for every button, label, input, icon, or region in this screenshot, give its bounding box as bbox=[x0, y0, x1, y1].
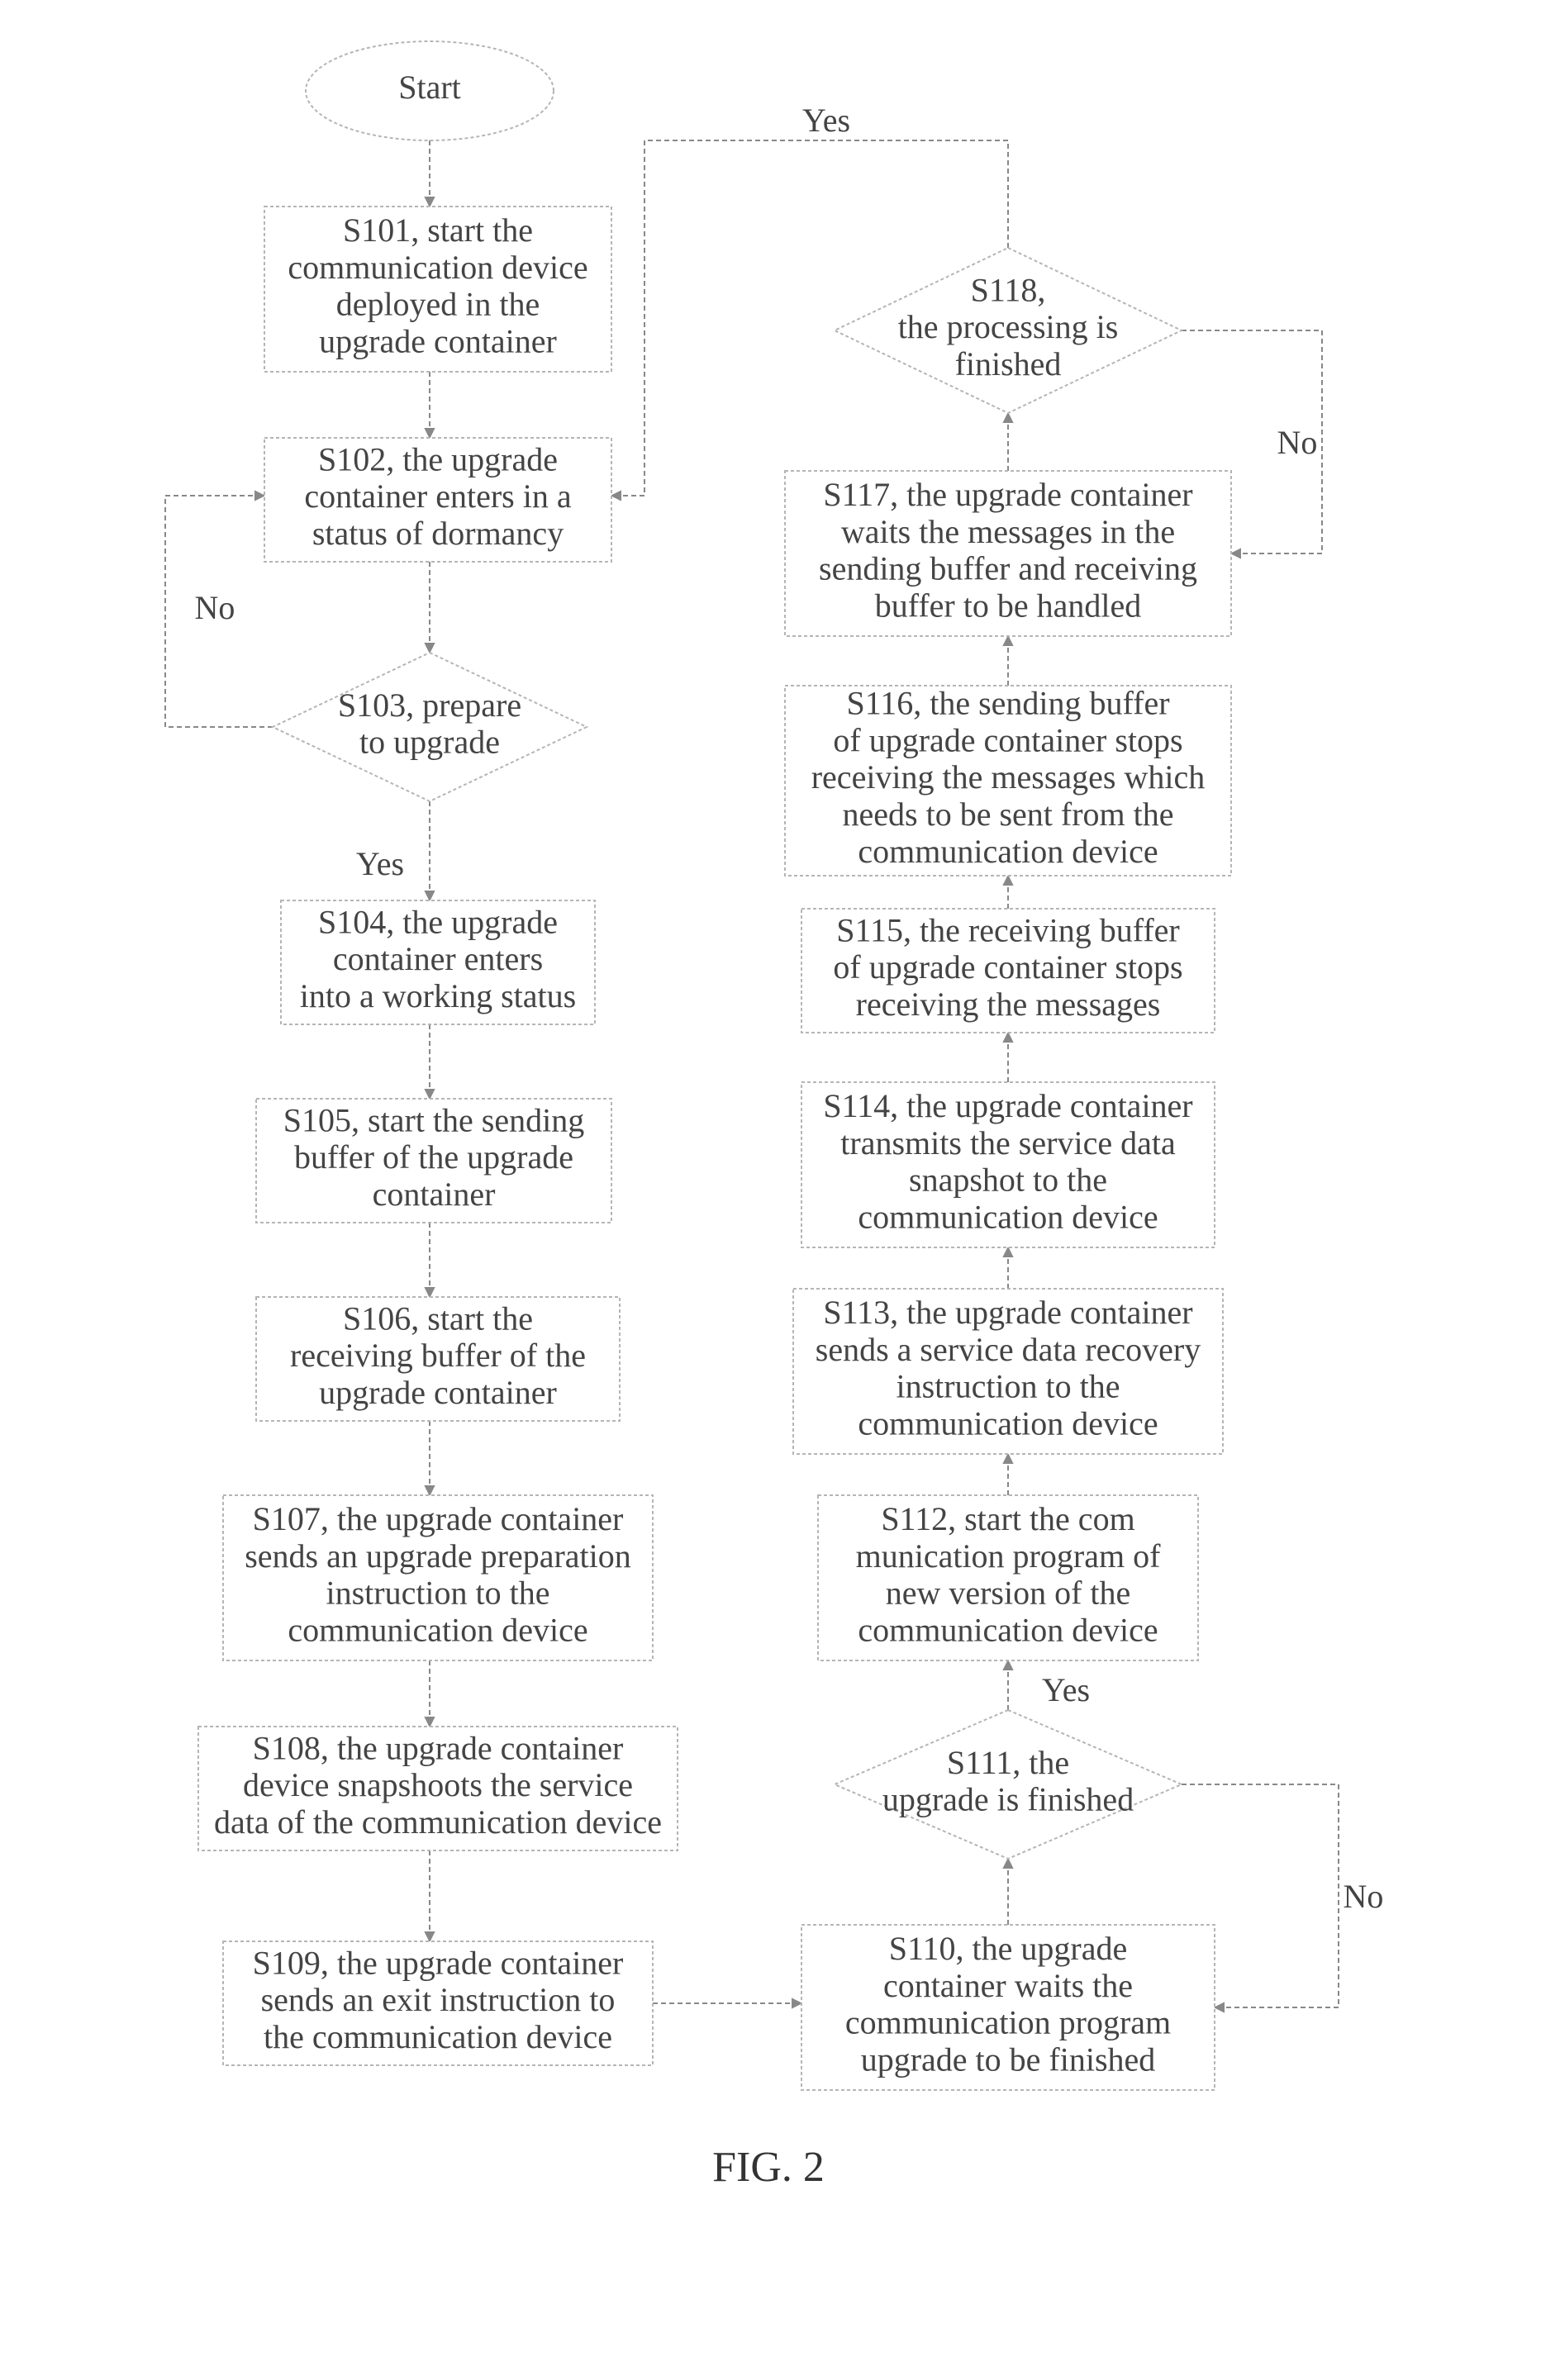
node-label: S104, the upgrade bbox=[318, 903, 558, 940]
node-label: into a working status bbox=[300, 977, 576, 1014]
node-label: S111, the bbox=[947, 1744, 1069, 1781]
node-label: instruction to the bbox=[896, 1368, 1120, 1405]
node-label: sending buffer and receiving bbox=[819, 550, 1197, 587]
node-label: S112, start the com bbox=[881, 1500, 1134, 1537]
node-label: instruction to the bbox=[326, 1575, 549, 1612]
node-label: sends an exit instruction to bbox=[261, 1981, 616, 2018]
edge-label: Yes bbox=[356, 845, 404, 882]
node-label: buffer to be handled bbox=[875, 587, 1141, 624]
node-label: S110, the upgrade bbox=[889, 1930, 1127, 1967]
node-s116: S116, the sending bufferof upgrade conta… bbox=[785, 685, 1231, 876]
node-label: communication device bbox=[288, 1611, 587, 1648]
node-label: upgrade is finished bbox=[882, 1781, 1134, 1818]
node-label: S117, the upgrade container bbox=[823, 476, 1192, 513]
node-label: receiving the messages which bbox=[811, 758, 1206, 796]
node-label: container bbox=[373, 1176, 496, 1213]
node-s101: S101, start thecommunication devicedeplo… bbox=[264, 207, 611, 372]
node-s110: S110, the upgradecontainer waits thecomm… bbox=[801, 1925, 1215, 2090]
node-label: Start bbox=[398, 69, 461, 106]
node-s115: S115, the receiving bufferof upgrade con… bbox=[801, 909, 1215, 1033]
node-label: S113, the upgrade container bbox=[823, 1294, 1192, 1331]
node-s117: S117, the upgrade containerwaits the mes… bbox=[785, 471, 1231, 636]
node-label: new version of the bbox=[886, 1575, 1131, 1612]
node-label: communication program bbox=[845, 2004, 1171, 2041]
node-label: S107, the upgrade container bbox=[253, 1500, 624, 1537]
node-label: the communication device bbox=[264, 2018, 612, 2055]
node-label: status of dormancy bbox=[312, 515, 564, 552]
node-label: deployed in the bbox=[336, 286, 540, 323]
node-label: waits the messages in the bbox=[841, 513, 1175, 550]
node-label: communication device bbox=[288, 249, 587, 286]
node-label: container waits the bbox=[883, 1967, 1133, 2004]
edge-label: Yes bbox=[802, 102, 850, 139]
node-label: S114, the upgrade container bbox=[823, 1087, 1192, 1124]
node-label: communication device bbox=[858, 1404, 1158, 1442]
node-label: container enters in a bbox=[304, 477, 571, 515]
node-label: communication device bbox=[858, 1611, 1158, 1648]
node-label: to upgrade bbox=[359, 724, 500, 761]
node-label: receiving buffer of the bbox=[290, 1337, 586, 1374]
node-label: sends a service data recovery bbox=[816, 1331, 1201, 1368]
node-s111: S111, theupgrade is finished bbox=[835, 1710, 1182, 1859]
node-label: sends an upgrade preparation bbox=[245, 1537, 631, 1575]
node-label: transmits the service data bbox=[840, 1124, 1176, 1161]
node-label: munication program of bbox=[856, 1537, 1161, 1575]
node-label: finished bbox=[955, 345, 1062, 382]
node-s112: S112, start the communication program of… bbox=[818, 1495, 1198, 1660]
node-label: S105, start the sending bbox=[283, 1101, 584, 1138]
node-s107: S107, the upgrade containersends an upgr… bbox=[223, 1495, 653, 1660]
node-label: S116, the sending buffer bbox=[846, 685, 1169, 722]
node-label: of upgrade container stops bbox=[833, 721, 1182, 758]
node-label: S103, prepare bbox=[338, 686, 521, 724]
node-s108: S108, the upgrade containerdevice snapsh… bbox=[198, 1727, 678, 1850]
node-label: upgrade to be finished bbox=[861, 2040, 1156, 2078]
node-label: snapshot to the bbox=[909, 1161, 1107, 1199]
node-label: buffer of the upgrade bbox=[294, 1138, 573, 1176]
nodes: StartS101, start thecommunication device… bbox=[198, 41, 1231, 2090]
flowchart: YesNoNoYesNoYesStartS101, start thecommu… bbox=[0, 0, 1541, 2380]
node-label: data of the communication device bbox=[214, 1803, 662, 1841]
node-s109: S109, the upgrade containersends an exit… bbox=[223, 1941, 653, 2065]
node-label: upgrade container bbox=[319, 1374, 557, 1411]
edge-label: No bbox=[1344, 1878, 1384, 1915]
node-s113: S113, the upgrade containersends a servi… bbox=[793, 1289, 1223, 1454]
node-label: S101, start the bbox=[343, 211, 533, 249]
node-s102: S102, the upgradecontainer enters in ast… bbox=[264, 438, 611, 562]
node-s104: S104, the upgradecontainer entersinto a … bbox=[281, 900, 595, 1024]
node-s106: S106, start thereceiving buffer of theup… bbox=[256, 1297, 620, 1421]
edges: Yes No No Yes No Yes bbox=[165, 102, 1383, 2007]
node-s118: S118,the processing isfinished bbox=[835, 248, 1182, 413]
edge-label: No bbox=[195, 589, 235, 626]
node-label: container enters bbox=[333, 940, 543, 977]
node-label: S108, the upgrade container bbox=[253, 1729, 624, 1766]
node-label: receiving the messages bbox=[856, 986, 1161, 1023]
edge-label: No bbox=[1277, 424, 1318, 461]
edge-label: Yes bbox=[1042, 1671, 1090, 1708]
node-label: S106, start the bbox=[343, 1299, 533, 1337]
node-s114: S114, the upgrade containertransmits the… bbox=[801, 1082, 1215, 1247]
figure-caption: FIG. 2 bbox=[712, 2144, 825, 2191]
node-label: needs to be sent from the bbox=[843, 796, 1174, 833]
node-label: communication device bbox=[858, 833, 1158, 870]
node-label: communication device bbox=[858, 1198, 1158, 1235]
node-label: of upgrade container stops bbox=[833, 948, 1182, 986]
node-s103: S103, prepareto upgrade bbox=[273, 653, 587, 801]
node-label: upgrade container bbox=[319, 322, 557, 359]
node-label: the processing is bbox=[898, 308, 1119, 345]
node-label: S118, bbox=[971, 271, 1046, 308]
node-start: Start bbox=[306, 41, 554, 140]
node-s105: S105, start the sendingbuffer of the upg… bbox=[256, 1099, 611, 1223]
node-label: device snapshoots the service bbox=[243, 1766, 633, 1803]
node-label: S109, the upgrade container bbox=[253, 1944, 624, 1981]
node-label: S115, the receiving buffer bbox=[836, 911, 1179, 948]
node-label: S102, the upgrade bbox=[318, 440, 558, 477]
